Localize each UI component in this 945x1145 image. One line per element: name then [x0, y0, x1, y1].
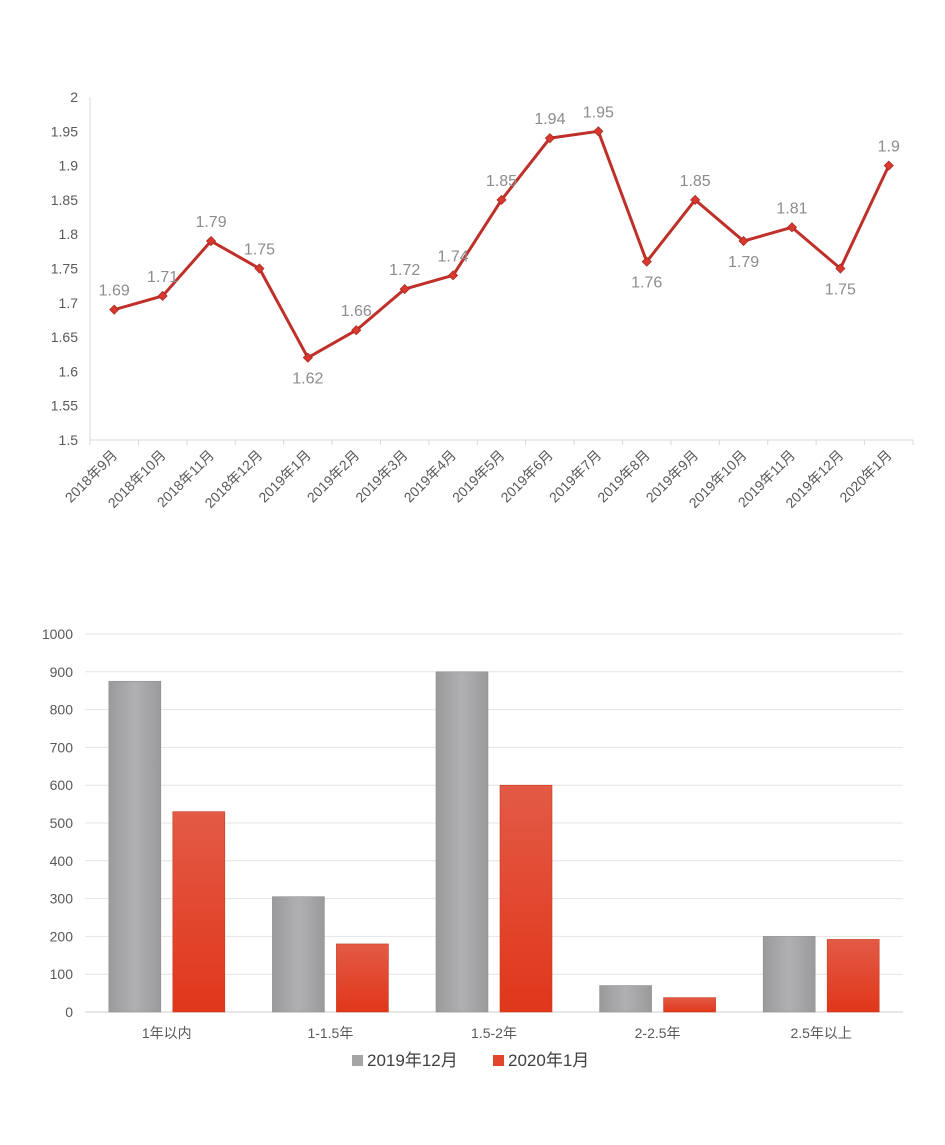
- y-tick-label: 900: [50, 664, 74, 680]
- bar-series-1: [108, 680, 162, 1013]
- bar-series-2: [663, 997, 716, 1013]
- data-label: 1.85: [486, 173, 517, 190]
- x-tick-label: 1-1.5年: [307, 1025, 353, 1041]
- y-tick-label: 1.65: [51, 329, 78, 345]
- x-tick-label: 1.5-2年: [471, 1025, 517, 1041]
- line-chart: 1.51.551.61.651.71.751.81.851.91.9522018…: [51, 89, 914, 511]
- data-point-marker: [302, 352, 313, 363]
- data-point-marker: [399, 284, 410, 295]
- data-point-marker: [205, 235, 217, 247]
- y-tick-label: 1.5: [59, 432, 79, 448]
- y-tick-label: 100: [50, 966, 74, 982]
- legend: 2019年12月 2020年1月: [352, 1051, 589, 1070]
- y-tick-label: 0: [65, 1004, 73, 1020]
- data-point-marker: [351, 325, 362, 336]
- data-point-marker: [786, 222, 798, 233]
- data-label: 1.72: [389, 262, 420, 279]
- x-tick-label: 2.5年以上: [790, 1025, 851, 1041]
- data-label: 1.76: [631, 275, 662, 292]
- x-tick-label: 2020年1月: [836, 447, 895, 506]
- y-tick-label: 2: [70, 89, 78, 105]
- y-tick-label: 1.75: [51, 261, 78, 277]
- y-tick-label: 700: [50, 739, 74, 755]
- data-point-marker: [544, 133, 555, 144]
- bar-series-1: [272, 896, 325, 1013]
- data-point-marker: [835, 263, 846, 274]
- data-point-marker: [641, 256, 652, 267]
- bar-series-1: [435, 671, 489, 1013]
- data-label: 1.85: [680, 173, 711, 190]
- bar-chart: 0 100 200 300 400 500 600 700 800 900 1000 1年以内 1-1.…: [42, 626, 903, 1070]
- x-tick-label: 2-2.5年: [635, 1025, 681, 1041]
- data-label: 1.94: [534, 111, 565, 128]
- legend-label: 2019年12月: [367, 1051, 458, 1070]
- data-point-marker: [593, 126, 604, 137]
- data-point-marker: [883, 160, 894, 171]
- y-tick-label: 1.9: [59, 158, 79, 174]
- data-label: 1.71: [147, 269, 178, 286]
- y-tick-label: 600: [50, 777, 74, 793]
- data-label: 1.69: [99, 283, 130, 300]
- data-label: 1.66: [341, 303, 372, 320]
- data-label: 1.62: [292, 371, 323, 388]
- y-tick-label: 1.55: [51, 398, 78, 414]
- x-tick-label: 1年以内: [142, 1025, 192, 1041]
- data-point-marker: [109, 304, 120, 315]
- y-tick-label: 200: [50, 928, 74, 944]
- legend-label: 2020年1月: [508, 1051, 589, 1070]
- bar-series-2: [172, 811, 226, 1013]
- data-point-marker: [738, 235, 749, 247]
- y-tick-label: 1.8: [59, 226, 79, 242]
- data-label: 1.79: [728, 254, 759, 271]
- y-tick-label: 500: [50, 815, 74, 831]
- legend-swatch: [352, 1055, 363, 1066]
- y-tick-label: 1.85: [51, 192, 78, 208]
- y-tick-label: 300: [50, 891, 74, 907]
- data-point-marker: [254, 263, 265, 274]
- y-tick-label: 1.95: [51, 123, 78, 139]
- y-tick-label: 1.6: [59, 363, 79, 379]
- y-tick-label: 1000: [42, 626, 73, 642]
- bar-series-2: [499, 784, 553, 1013]
- data-label: 1.95: [583, 104, 614, 121]
- data-point-marker: [448, 270, 459, 281]
- y-tick-label: 400: [50, 853, 74, 869]
- data-point-marker: [157, 290, 168, 302]
- data-label: 1.79: [195, 214, 226, 231]
- bar-series-2: [826, 939, 880, 1013]
- data-label: 1.81: [776, 200, 807, 217]
- data-point-marker: [496, 194, 507, 205]
- bar-series-1: [599, 985, 652, 1013]
- data-point-marker: [690, 194, 701, 205]
- data-label: 1.9: [878, 139, 900, 156]
- series-line: [113, 129, 891, 360]
- data-label: 1.75: [244, 242, 275, 259]
- y-tick-label: 800: [50, 702, 74, 718]
- data-label: 1.75: [825, 282, 856, 299]
- legend-swatch: [493, 1055, 504, 1066]
- data-label: 1.74: [438, 248, 469, 265]
- y-tick-label: 1.7: [59, 295, 79, 311]
- bar-series-1: [762, 936, 816, 1013]
- bar-series-2: [336, 943, 389, 1013]
